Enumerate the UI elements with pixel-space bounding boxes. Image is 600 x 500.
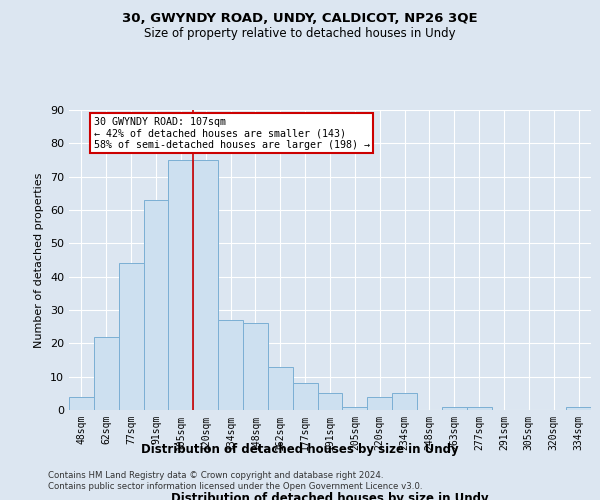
Text: Contains HM Land Registry data © Crown copyright and database right 2024.: Contains HM Land Registry data © Crown c… [48,471,383,480]
Bar [566,406,591,410]
Bar [243,324,268,410]
X-axis label: Distribution of detached houses by size in Undy: Distribution of detached houses by size … [171,492,489,500]
Bar [268,366,293,410]
Bar [317,394,343,410]
Bar [293,384,317,410]
Text: Distribution of detached houses by size in Undy: Distribution of detached houses by size … [141,442,459,456]
Bar [343,406,367,410]
Bar [467,406,491,410]
Text: Size of property relative to detached houses in Undy: Size of property relative to detached ho… [144,28,456,40]
Y-axis label: Number of detached properties: Number of detached properties [34,172,44,348]
Bar [193,160,218,410]
Bar [94,336,119,410]
Bar [367,396,392,410]
Text: 30 GWYNDY ROAD: 107sqm
← 42% of detached houses are smaller (143)
58% of semi-de: 30 GWYNDY ROAD: 107sqm ← 42% of detached… [94,116,370,150]
Text: 30, GWYNDY ROAD, UNDY, CALDICOT, NP26 3QE: 30, GWYNDY ROAD, UNDY, CALDICOT, NP26 3Q… [122,12,478,26]
Bar [392,394,417,410]
Bar [218,320,243,410]
Bar [143,200,169,410]
Bar [69,396,94,410]
Bar [119,264,143,410]
Bar [169,160,193,410]
Bar [442,406,467,410]
Text: Contains public sector information licensed under the Open Government Licence v3: Contains public sector information licen… [48,482,422,491]
